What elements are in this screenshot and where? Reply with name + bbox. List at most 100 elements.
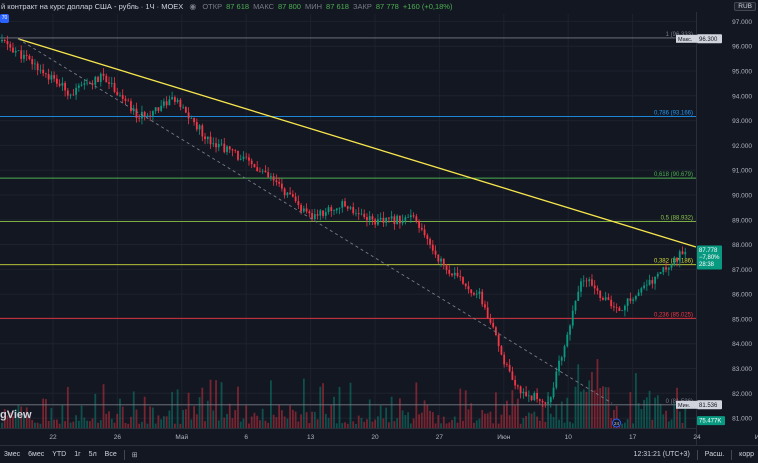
volume-bar bbox=[201, 387, 204, 428]
volume-bar bbox=[9, 412, 12, 428]
range-3m[interactable]: 3мес bbox=[4, 451, 21, 458]
candle-body bbox=[344, 201, 346, 207]
price-axis[interactable]: 97.000 96.000 95.000 94.000 93.000 92.000 91.0… bbox=[696, 0, 758, 445]
volume-bar bbox=[366, 419, 368, 428]
candle-body bbox=[341, 201, 344, 208]
price-tick-label: 97.000 bbox=[732, 19, 752, 26]
candle-body bbox=[50, 75, 53, 80]
volume-bar bbox=[508, 415, 511, 428]
candle-body bbox=[456, 272, 459, 277]
symbol-title[interactable]: й контракт на курс доллар США - рубль · … bbox=[1, 1, 184, 11]
volume-bar bbox=[256, 415, 259, 428]
candle-body bbox=[379, 217, 382, 220]
volume-bar bbox=[558, 419, 560, 428]
candle-body bbox=[388, 217, 390, 219]
range-all[interactable]: Все bbox=[104, 451, 117, 458]
volume-bar bbox=[577, 364, 580, 428]
candle-body bbox=[610, 299, 613, 307]
candle-body bbox=[393, 216, 396, 225]
volume-bar bbox=[662, 414, 665, 428]
volume-bar bbox=[418, 414, 420, 428]
candle-body bbox=[508, 364, 511, 372]
date-range-icon[interactable]: ⊞ bbox=[131, 451, 138, 459]
range-1y[interactable]: 1г bbox=[74, 451, 81, 458]
volume-bar bbox=[527, 412, 530, 428]
volume-bar bbox=[456, 422, 459, 428]
candle-body bbox=[198, 125, 201, 130]
trendlines[interactable] bbox=[17, 38, 697, 404]
volume-bar bbox=[393, 421, 396, 428]
volume-bar bbox=[160, 419, 163, 428]
volume-bar bbox=[280, 410, 283, 428]
volume-bar bbox=[14, 408, 17, 428]
candle-body bbox=[72, 94, 75, 96]
volume-bar bbox=[25, 407, 28, 428]
volume-bar bbox=[20, 406, 23, 428]
range-ytd[interactable]: YTD bbox=[52, 451, 67, 458]
volume-bar bbox=[659, 403, 662, 428]
adjustment-button[interactable]: корр bbox=[739, 451, 754, 458]
indicator-badge[interactable]: 70 bbox=[0, 14, 9, 23]
candle-body bbox=[604, 297, 607, 300]
candle-body bbox=[280, 183, 283, 189]
bottom-toolbar: 3мес 6мес YTD 1г 5л Все ⊞ 12:31:21 (UTC+… bbox=[0, 445, 758, 463]
volume-bar bbox=[179, 423, 182, 428]
fibonacci-retracement[interactable]: 1 (96.333)0,786 (93.166)0,618 (90.679)0,… bbox=[0, 32, 696, 406]
candle-body bbox=[596, 288, 599, 291]
eye-icon[interactable]: ◉ bbox=[189, 1, 197, 11]
candle-body bbox=[135, 108, 138, 118]
volume-value: 75.477K bbox=[699, 419, 721, 425]
volume-bar bbox=[143, 396, 146, 428]
volume-bar bbox=[335, 423, 338, 428]
volume-bar bbox=[681, 422, 684, 428]
candle-body bbox=[473, 293, 475, 295]
volume-bar bbox=[654, 397, 656, 428]
clock[interactable]: 12:31:21 (UTC+3) bbox=[633, 451, 690, 458]
volume-bar bbox=[58, 423, 61, 428]
scale-extended-button[interactable]: Расш. bbox=[704, 451, 725, 458]
volume-bar bbox=[645, 397, 648, 428]
volume-bar bbox=[105, 413, 108, 428]
candle-body bbox=[478, 291, 481, 294]
volume-bar bbox=[533, 411, 536, 428]
price-tick-label: 83.000 bbox=[732, 366, 752, 373]
price-tick-label: 91.000 bbox=[732, 168, 752, 175]
candle-body bbox=[308, 211, 311, 214]
volume-bar bbox=[459, 388, 462, 428]
volume-bar bbox=[300, 414, 302, 428]
volume-bar bbox=[61, 404, 64, 428]
volume-bar bbox=[234, 410, 237, 428]
candle-body bbox=[503, 354, 506, 365]
price-tick-label: 84.000 bbox=[732, 341, 752, 348]
resistance-trendline bbox=[17, 38, 697, 248]
candle-body bbox=[94, 76, 97, 85]
candle-body bbox=[637, 292, 640, 296]
currency-selector[interactable]: RUB bbox=[734, 2, 756, 11]
volume-bar bbox=[541, 404, 544, 428]
candle-body bbox=[527, 395, 530, 397]
volume-bar bbox=[184, 409, 187, 428]
volume-bar bbox=[626, 419, 629, 428]
volume-bar bbox=[514, 405, 517, 428]
volume-bar bbox=[173, 423, 176, 428]
candle-body bbox=[182, 107, 185, 108]
candle-body bbox=[23, 54, 25, 59]
volume-bar bbox=[492, 423, 495, 428]
volume-bar bbox=[623, 422, 626, 428]
time-tick-label: 22 bbox=[49, 434, 57, 441]
volume-bar bbox=[195, 414, 198, 428]
range-6m[interactable]: 6мес bbox=[28, 451, 45, 458]
fib-level-label: 0,618 (90.679) bbox=[654, 172, 693, 178]
range-5y[interactable]: 5л bbox=[88, 451, 97, 458]
tradingview-watermark: gView bbox=[0, 409, 32, 421]
volume-bar bbox=[291, 409, 294, 428]
candle-body bbox=[426, 235, 429, 239]
candle-body bbox=[585, 280, 588, 282]
time-axis[interactable]: 22 26 Май 6 13 20 27 Июн 10 17 24 Июл 24 bbox=[0, 418, 758, 441]
volume-bar bbox=[110, 418, 113, 428]
volume-bar bbox=[253, 412, 256, 428]
volume-bar bbox=[311, 411, 313, 428]
volume-bar bbox=[470, 403, 473, 428]
volume-bar bbox=[215, 380, 217, 428]
